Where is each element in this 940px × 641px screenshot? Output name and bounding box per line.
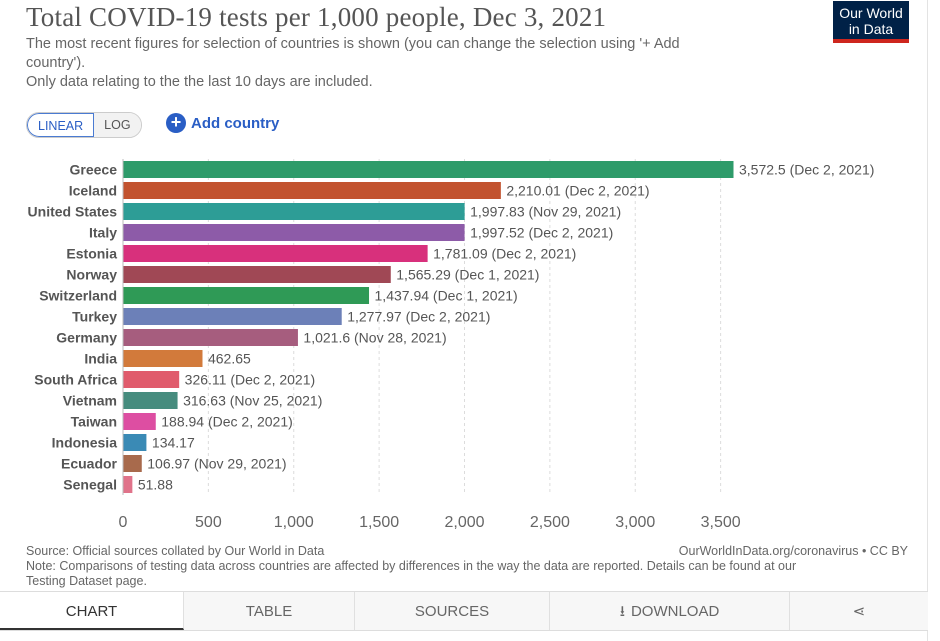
value-label: 106.97 (Nov 29, 2021) [147,456,286,472]
chart-footer: Source: Official sources collated by Our… [26,544,916,589]
chart-tabs: CHART TABLE SOURCES ⭳ DOWNLOAD ⋖ [0,591,928,631]
logo-line: Our World [839,5,903,21]
value-label: 1,437.94 (Dec 1, 2021) [375,288,518,304]
tab-download[interactable]: ⭳ DOWNLOAD [550,592,790,630]
download-label: DOWNLOAD [630,603,720,620]
value-label: 1,781.09 (Dec 2, 2021) [433,246,576,262]
category-label: Senegal [63,477,117,493]
category-label: Indonesia [52,435,118,451]
value-label: 1,997.83 (Nov 29, 2021) [470,204,621,220]
bar [123,308,342,325]
share-icon: ⋖ [852,603,866,620]
category-label: Taiwan [71,414,117,430]
note-text: Testing Dataset page. [26,574,147,588]
category-label: Ecuador [61,456,118,472]
bar [123,455,142,472]
value-label: 188.94 (Dec 2, 2021) [161,414,293,430]
value-label: 462.65 [208,351,251,367]
plus-circle-icon: + [166,113,186,133]
value-label: 1,021.6 (Nov 28, 2021) [303,330,446,346]
bar [123,392,178,409]
tab-chart[interactable]: CHART [0,592,184,630]
bar [123,266,391,283]
tick-label: 3,000 [615,514,655,531]
add-country-label: Add country [191,114,280,132]
value-label: 1,565.29 (Dec 1, 2021) [396,267,539,283]
value-label: 326.11 (Dec 2, 2021) [185,372,315,388]
note-text: Note: Comparisons of testing data across… [26,559,797,573]
bar [123,434,147,451]
log-scale-button[interactable]: LOG [94,113,141,137]
subtitle-line: Only data relating to the the last 10 da… [26,74,373,90]
bar [123,413,156,430]
credit-link[interactable]: OurWorldInData.org/coronavirus • CC BY [678,544,908,558]
bar-chart: Greece 3,572.5 (Dec 2, 2021) Iceland 2,210.… [28,159,874,531]
category-label: Vietnam [63,393,117,409]
category-label: Estonia [66,246,117,262]
chart-subtitle: The most recent figures for selection of… [26,35,816,92]
page-title: Total COVID-19 tests per 1,000 people, D… [26,2,607,32]
value-label: 3,572.5 (Dec 2, 2021) [739,162,874,178]
category-label: Norway [66,267,117,283]
linear-scale-button[interactable]: LINEAR [27,113,95,137]
owid-logo[interactable]: Our World in Data [833,1,909,43]
subtitle-line: The most recent figures for selection of… [26,36,680,52]
download-icon: ⭳ [619,603,625,620]
bar [123,245,428,262]
tick-label: 2,000 [444,514,484,531]
bar [123,329,298,346]
category-label: Italy [89,225,117,241]
tick-label: 0 [119,514,128,531]
bar [123,350,203,367]
scale-toggle: LINEAR LOG [26,112,142,138]
bar [123,371,180,388]
category-label: United States [28,204,118,220]
value-label: 2,210.01 (Dec 2, 2021) [506,183,649,199]
tab-table[interactable]: TABLE [184,592,355,630]
tick-label: 2,500 [530,514,570,531]
tick-label: 1,000 [274,514,314,531]
value-label: 51.88 [138,477,173,493]
tick-label: 3,500 [701,514,741,531]
category-label: Turkey [72,309,117,325]
bar [123,476,133,493]
tab-sources[interactable]: SOURCES [355,592,550,630]
subtitle-line: country'). [26,55,86,71]
value-label: 134.17 [152,435,195,451]
category-label: Iceland [69,183,117,199]
value-label: 1,277.97 (Dec 2, 2021) [347,309,490,325]
category-label: Germany [56,330,117,346]
value-label: 1,997.52 (Dec 2, 2021) [470,225,613,241]
bar [123,287,370,304]
category-label: India [84,351,117,367]
category-label: Switzerland [39,288,117,304]
bar [123,203,465,220]
tab-share[interactable]: ⋖ [790,592,928,630]
bar [123,182,501,199]
category-label: South Africa [34,372,117,388]
category-label: Greece [70,162,118,178]
bar [123,224,465,241]
source-text: Source: Official sources collated by Our… [26,544,325,558]
value-label: 316.63 (Nov 25, 2021) [183,393,322,409]
add-country-button[interactable]: + Add country [166,113,279,133]
tick-label: 500 [195,514,222,531]
logo-line: in Data [848,21,894,37]
bar [123,161,734,178]
tick-label: 1,500 [359,514,399,531]
